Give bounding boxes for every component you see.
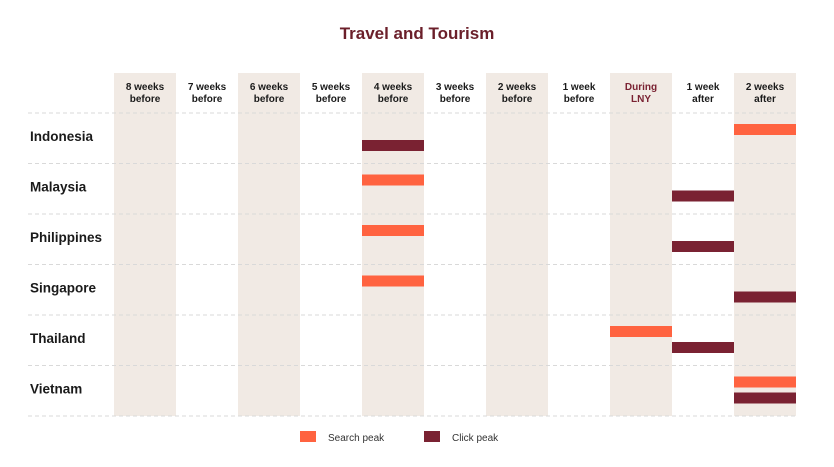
legend-swatch [300,431,316,442]
column-label-line2: before [378,94,409,105]
column-label-line1: 6 weeks [250,82,289,93]
search-peak-bar [362,225,424,236]
search-peak-bar [362,275,424,287]
row-label: Philippines [30,230,102,245]
column-label-line1: 7 weeks [188,82,227,93]
click-peak-bar [672,241,734,252]
click-peak-bar [672,342,734,353]
column-label-line2: before [316,94,347,105]
column-shade [114,73,176,416]
row-label: Thailand [30,331,86,346]
column-shade [610,73,672,416]
click-peak-bar [362,140,424,151]
column-label-line2: before [192,94,223,105]
column-shade [238,73,300,416]
legend-label: Click peak [452,433,499,444]
search-peak-bar [610,326,672,337]
column-label-line1: During [625,82,657,93]
column-label-line2: before [254,94,285,105]
column-label-line1: 1 week [563,82,596,93]
row-label: Malaysia [30,180,87,195]
column-label-line2: before [502,94,533,105]
column-label-line2: before [440,94,471,105]
row-label: Vietnam [30,382,82,397]
column-label-line1: 1 week [687,82,720,93]
search-peak-bar [734,124,796,135]
legend-swatch [424,431,440,442]
column-label-line2: before [130,94,161,105]
search-peak-bar [734,376,796,388]
column-label-line1: 5 weeks [312,82,351,93]
row-label: Indonesia [30,129,94,144]
column-label-line1: 2 weeks [498,82,537,93]
click-peak-bar [734,392,796,404]
column-label-line2: before [564,94,595,105]
click-peak-bar [734,291,796,303]
column-label-line1: 2 weeks [746,82,785,93]
legend-label: Search peak [328,433,385,444]
column-label-line2: LNY [631,94,651,105]
column-label-line2: after [692,94,714,105]
column-label-line2: after [754,94,776,105]
column-label-line1: 4 weeks [374,82,413,93]
click-peak-bar [672,190,734,202]
column-label-line1: 3 weeks [436,82,475,93]
column-shade [362,73,424,416]
column-shade [486,73,548,416]
row-label: Singapore [30,281,97,296]
column-label-line1: 8 weeks [126,82,165,93]
search-peak-bar [362,174,424,186]
chart-title: Travel and Tourism [339,24,495,43]
